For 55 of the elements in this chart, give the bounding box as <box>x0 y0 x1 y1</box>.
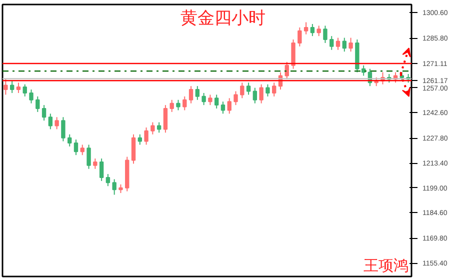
candlestick <box>93 158 98 170</box>
candlestick <box>16 82 21 94</box>
candlestick <box>68 134 72 147</box>
candlestick <box>4 78 8 96</box>
candlestick <box>227 98 232 114</box>
candlestick <box>330 36 334 50</box>
candlestick <box>342 37 346 52</box>
candlestick <box>234 90 238 106</box>
candlestick <box>150 122 155 135</box>
candlestick <box>42 104 46 122</box>
candlestick <box>131 134 136 164</box>
annotation: 王项鸿 <box>363 256 408 274</box>
candlestick <box>304 22 308 35</box>
candlestick <box>156 122 162 134</box>
candlestick <box>22 84 27 97</box>
candlestick <box>138 134 142 146</box>
candlestick <box>336 37 340 50</box>
candlestick <box>54 116 59 130</box>
candlestick <box>170 99 174 112</box>
candlestick <box>188 86 194 104</box>
candlestick <box>323 25 328 44</box>
candlestick <box>202 92 206 106</box>
candlestick <box>182 96 187 111</box>
candlestick <box>361 64 366 76</box>
candlestick <box>36 96 40 112</box>
candlestick <box>246 82 251 96</box>
candlestick <box>176 99 180 111</box>
candlestick <box>266 84 270 97</box>
candlestick <box>112 178 116 196</box>
candlestick <box>208 94 212 106</box>
candlestick <box>214 94 219 110</box>
candlestick <box>106 174 110 187</box>
candlestick <box>310 23 315 37</box>
candlestick <box>252 87 258 104</box>
candlestick <box>240 82 244 99</box>
chart-title: 黄金四小时 <box>180 8 266 28</box>
candlestick <box>272 82 276 97</box>
candlestick <box>291 39 296 70</box>
candlestick <box>48 113 53 130</box>
candlestick <box>348 37 353 52</box>
candlestick <box>298 26 302 47</box>
candlestick <box>284 61 289 80</box>
candlestick <box>316 25 321 37</box>
candlestick <box>220 101 226 114</box>
candlestick <box>144 126 148 146</box>
candlestick <box>195 86 200 100</box>
candlestick <box>80 144 84 156</box>
candlestick <box>99 158 104 182</box>
candlestick <box>29 89 34 104</box>
candlestick <box>259 84 264 104</box>
candlestick <box>86 144 91 170</box>
candlestick <box>61 116 66 142</box>
candlestick <box>74 139 78 156</box>
candlestick <box>163 104 168 134</box>
candlestick <box>10 80 14 94</box>
